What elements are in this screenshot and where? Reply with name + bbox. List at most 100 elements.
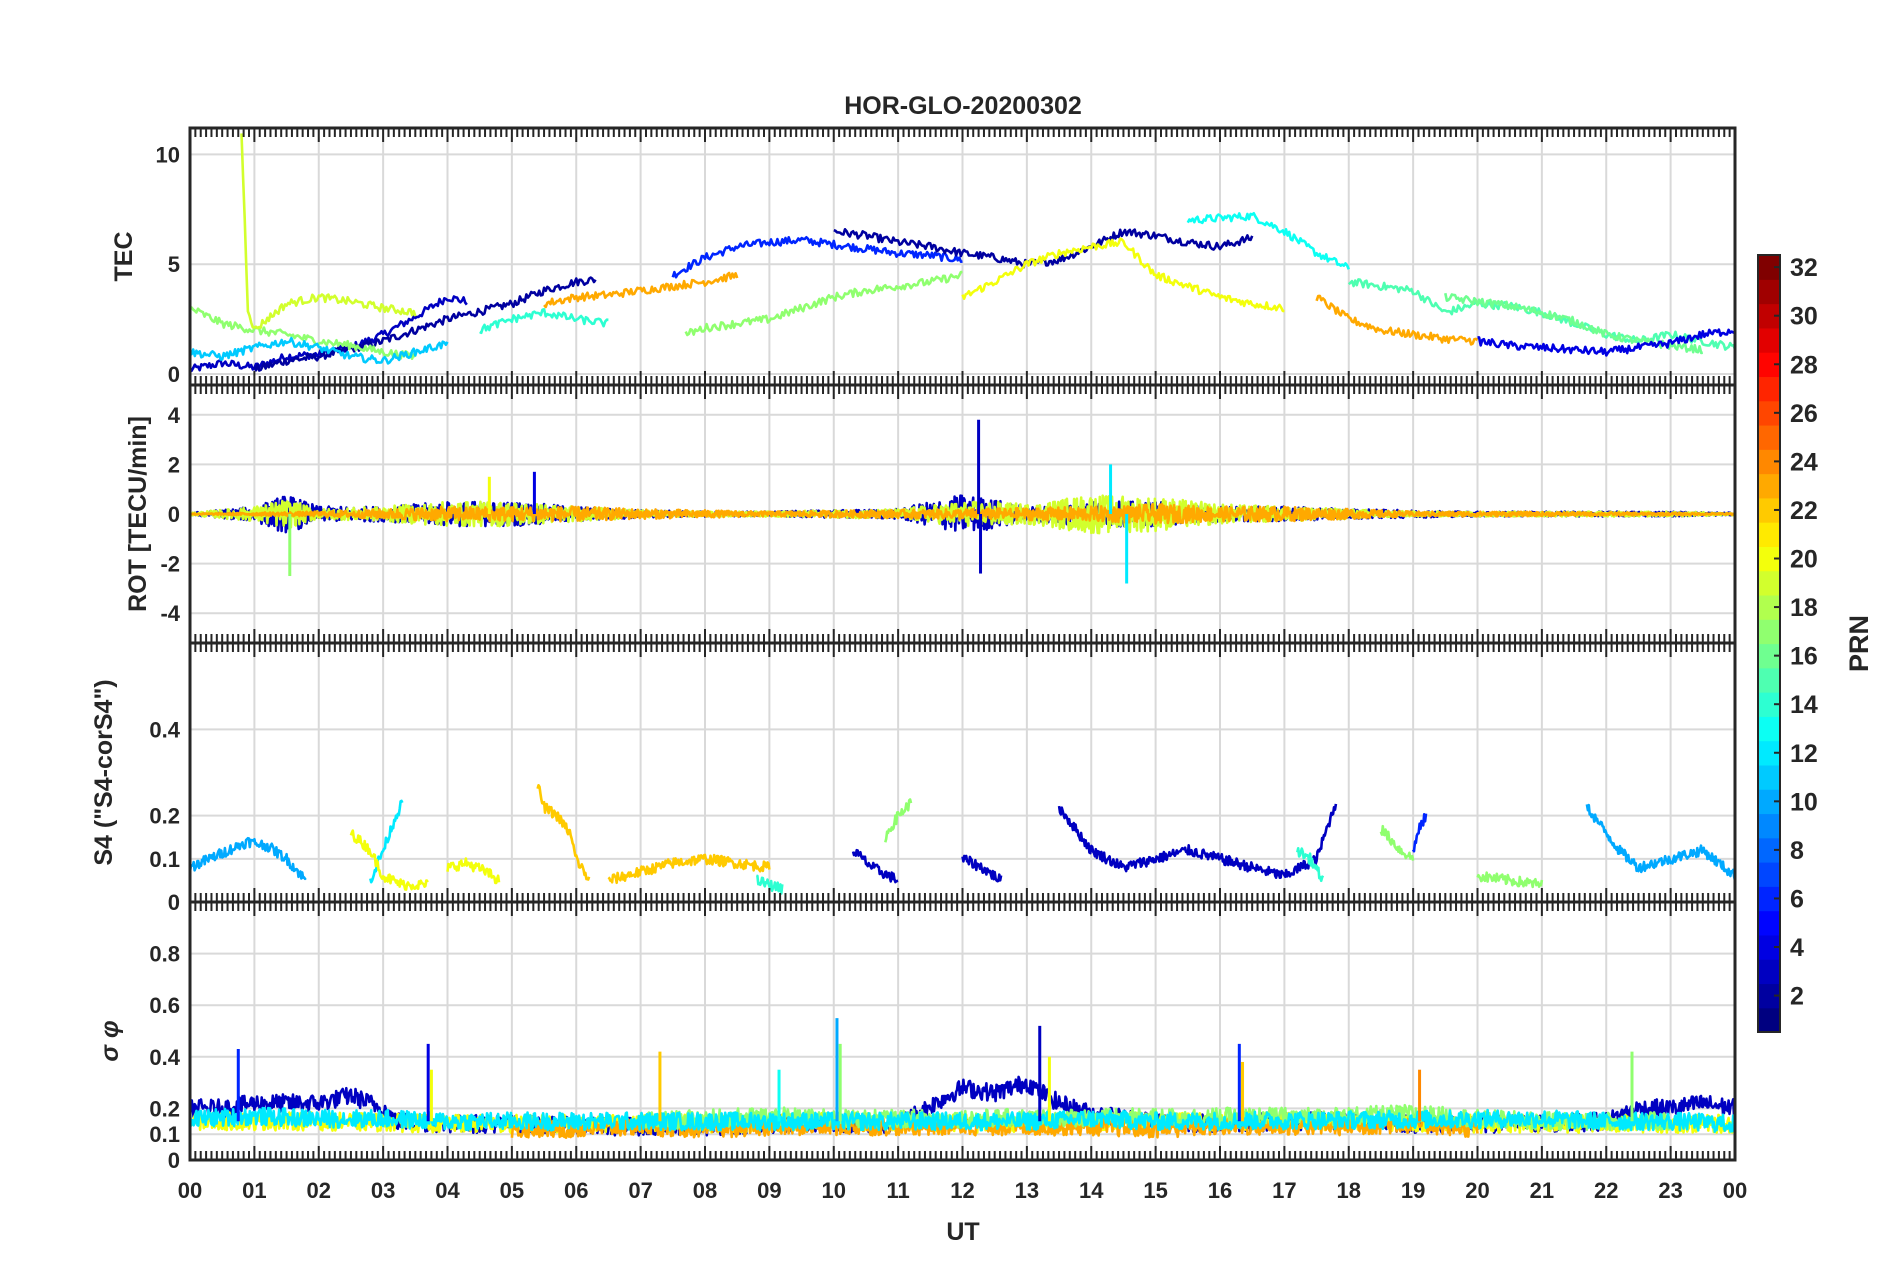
colorbar-segment xyxy=(1758,255,1780,280)
colorbar-segment xyxy=(1758,570,1780,596)
x-tick-label: 00 xyxy=(178,1178,202,1203)
y-axis-label: σ φ xyxy=(96,1020,124,1061)
series-line-prn-23 xyxy=(1315,294,1479,346)
colorbar-segment xyxy=(1758,522,1780,547)
colorbar-segment xyxy=(1758,279,1780,305)
series-line-prn-20 xyxy=(349,829,429,891)
y-tick-label: 0.8 xyxy=(149,942,180,967)
series-line-prn-3 xyxy=(190,494,1735,534)
colorbar-label: PRN xyxy=(1844,615,1874,672)
panel-rot: -4 -2 0 2 4 ROT [TECU/min] xyxy=(124,383,1737,645)
series-group xyxy=(190,133,1735,373)
x-tick-label: 11 xyxy=(886,1178,909,1203)
colorbar-segment xyxy=(1758,716,1780,742)
y-tick-label: 0.1 xyxy=(149,1122,180,1147)
series-group xyxy=(190,1018,1735,1139)
y-tick-label: 0 xyxy=(168,1148,180,1173)
colorbar-tick-label: 28 xyxy=(1790,351,1818,379)
y-tick-label: 0 xyxy=(168,890,180,915)
colorbar-segment xyxy=(1758,497,1780,523)
x-tick-label: 12 xyxy=(950,1178,974,1203)
colorbar-segment xyxy=(1758,473,1780,499)
x-tick-label: 09 xyxy=(757,1178,781,1203)
panel-sigma: 00.10.2 0.4 0.6 0.8 σ φ xyxy=(96,900,1737,1173)
series-line-prn-4 xyxy=(1477,328,1735,357)
colorbar-segment xyxy=(1758,619,1780,645)
x-tick-label: 13 xyxy=(1015,1178,1039,1203)
colorbar-segment xyxy=(1758,983,1780,1009)
chart-title: HOR-GLO-20200302 xyxy=(844,92,1082,120)
x-tick-label: 06 xyxy=(564,1178,588,1203)
colorbar-tick-label: 2 xyxy=(1790,983,1804,1011)
x-tick-label: 19 xyxy=(1401,1178,1425,1203)
series-line-prn-16 xyxy=(1444,292,1703,355)
series-line-prn-17 xyxy=(684,270,963,337)
colorbar-segment xyxy=(1758,327,1780,353)
series-line-prn-10 xyxy=(190,836,307,881)
series-line-prn-13 xyxy=(1186,212,1350,270)
colorbar-segment xyxy=(1758,303,1780,329)
colorbar-segment xyxy=(1758,352,1780,378)
colorbar-tick-label: 8 xyxy=(1790,837,1804,865)
x-tick-label: 21 xyxy=(1530,1178,1554,1203)
colorbar-tick-label: 32 xyxy=(1790,254,1818,282)
colorbar-frame xyxy=(1757,254,1781,1033)
y-tick-label: 0.2 xyxy=(149,1096,180,1121)
x-tick-label: 10 xyxy=(822,1178,846,1203)
series-line-prn-22 xyxy=(536,784,591,881)
y-tick-label: 0.6 xyxy=(149,993,180,1018)
series-line-prn-14 xyxy=(756,874,784,895)
series-line-prn-20 xyxy=(961,237,1285,313)
series-line-prn-10 xyxy=(1585,803,1735,882)
colorbar-segment xyxy=(1758,740,1780,766)
colorbar-segment xyxy=(1758,862,1780,887)
x-tick-label: 02 xyxy=(307,1178,331,1203)
series-line-prn-17 xyxy=(1379,824,1415,861)
colorbar-segment xyxy=(1758,667,1780,693)
colorbar-tick-label: 26 xyxy=(1790,400,1818,428)
series-line-prn-23 xyxy=(190,503,1735,525)
series-group xyxy=(190,419,1735,584)
series-line-prn-17 xyxy=(639,1103,1672,1132)
x-tick-label: 07 xyxy=(628,1178,652,1203)
x-tick-label: 04 xyxy=(435,1178,460,1203)
colorbar-tick-label: 6 xyxy=(1790,885,1804,913)
colorbar-segment xyxy=(1758,764,1780,790)
colorbar-segment xyxy=(1758,546,1780,572)
colorbar-tick-label: 4 xyxy=(1790,934,1804,962)
y-tick-label: 0.4 xyxy=(149,717,180,742)
series-line-prn-12 xyxy=(369,799,404,884)
x-tick-label: 20 xyxy=(1465,1178,1489,1203)
colorbar-segment xyxy=(1758,910,1780,936)
colorbar-segment xyxy=(1758,643,1780,669)
colorbar-segment xyxy=(1758,376,1780,402)
colorbar-segment xyxy=(1758,424,1780,450)
series-line-prn-3 xyxy=(1057,803,1338,879)
colorbar-segment xyxy=(1758,886,1780,912)
colorbar-tick-label: 10 xyxy=(1790,788,1818,816)
x-axis-label: UT xyxy=(946,1218,979,1246)
series-line-prn-12 xyxy=(190,1106,1735,1133)
series-line-prn-20 xyxy=(446,857,501,885)
x-tick-label: 08 xyxy=(693,1178,717,1203)
colorbar-tick-label: 18 xyxy=(1790,594,1818,622)
y-tick-label: 0.2 xyxy=(149,804,180,829)
colorbar-tick-label: 22 xyxy=(1790,497,1818,525)
colorbar-tick-label: 12 xyxy=(1790,740,1818,768)
colorbar-segment xyxy=(1758,813,1780,839)
colorbar-segment xyxy=(1758,692,1780,717)
panel-s4: 0 0.1 0.2 0.4 S4 ("S4-corS4") xyxy=(90,641,1737,915)
series-line-prn-17 xyxy=(190,305,417,360)
x-tick-label: 23 xyxy=(1658,1178,1682,1203)
colorbar-segment xyxy=(1758,934,1780,960)
y-tick-label: 10 xyxy=(156,142,180,167)
x-tick-label: 15 xyxy=(1143,1178,1167,1203)
colorbar-tick-label: 30 xyxy=(1790,303,1818,331)
series-line-prn-3 xyxy=(961,854,1003,883)
x-tick-label: 05 xyxy=(500,1178,524,1203)
colorbar-segment xyxy=(1758,837,1780,863)
y-tick-label: 4 xyxy=(168,403,181,428)
x-tick-label: 14 xyxy=(1079,1178,1104,1203)
y-tick-label: 0 xyxy=(168,502,180,527)
